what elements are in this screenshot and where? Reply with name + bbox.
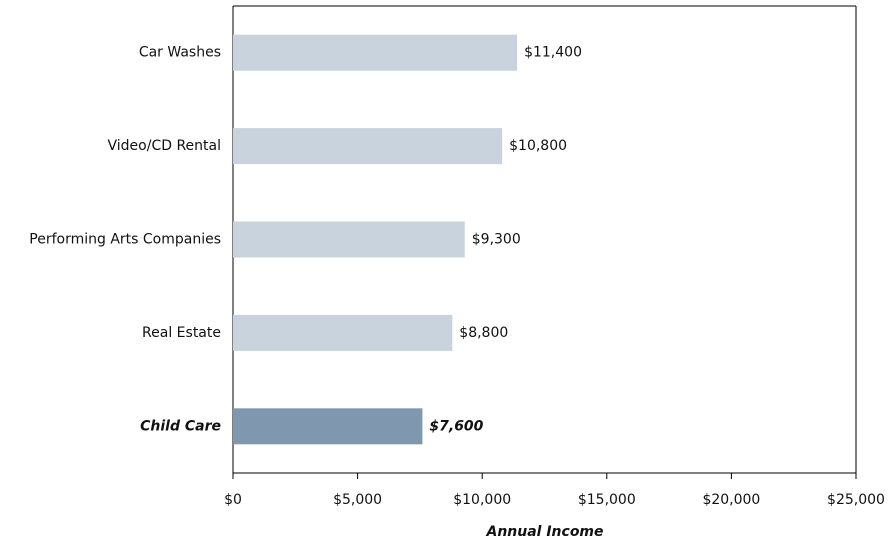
x-tick-label: $5,000: [333, 492, 382, 508]
y-tick-label: Video/CD Rental: [108, 138, 222, 154]
value-label: $7,600: [429, 418, 483, 434]
x-tick-label: $20,000: [702, 492, 760, 508]
x-tick-label: $25,000: [827, 492, 885, 508]
x-tick-label: $10,000: [453, 492, 511, 508]
bar: [233, 408, 423, 445]
bar: [233, 314, 453, 351]
x-tick-label: $15,000: [578, 492, 636, 508]
bar: [233, 34, 518, 71]
x-tick-label: $0: [224, 492, 242, 508]
value-label: $11,400: [524, 45, 582, 61]
bar: [233, 221, 465, 258]
value-label: $9,300: [472, 232, 521, 248]
x-axis-label: Annual Income: [485, 524, 603, 540]
y-tick-label: Performing Arts Companies: [29, 232, 221, 248]
y-tick-label: Child Care: [140, 418, 221, 434]
bar: [233, 128, 503, 165]
value-label: $8,800: [459, 325, 508, 341]
y-tick-label: Car Washes: [139, 45, 221, 61]
y-tick-label: Real Estate: [142, 325, 221, 341]
value-label: $10,800: [509, 138, 567, 154]
